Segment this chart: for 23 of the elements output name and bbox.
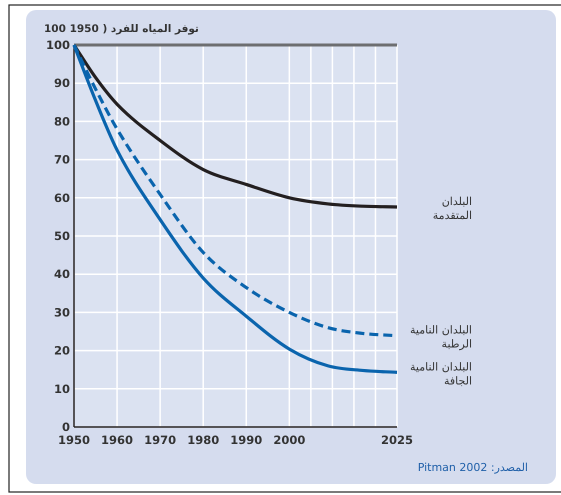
series-label: البلدان النامية الجافة [410,360,472,388]
x-tick-label: 1990 [230,433,262,447]
y-tick-label: 50 [54,229,70,243]
y-tick-label: 70 [54,152,70,167]
x-tick-label: 2000 [273,433,306,447]
series-label: البلدان النامية الرطبة [410,324,472,351]
y-tick-label: 100 [46,38,70,52]
x-tick-label: 1980 [187,433,220,447]
x-tick-label: 1970 [144,433,176,447]
text: البلدان المتقدمة [432,194,472,222]
y-tick-label: 80 [54,114,70,128]
y-tick-label: 0 [62,420,70,434]
y-tick-label: 60 [54,190,70,205]
y-tick-label: 30 [54,305,70,320]
y-axis-title: 100 1950 ) توفر المياه للفرد [44,23,199,35]
text: المصدر: Pitman 2002 [418,461,528,474]
y-tick-label: 90 [54,76,70,90]
x-tick-label: 1950 [58,433,90,447]
y-tick-label: 40 [54,267,70,282]
x-tick-label: 2025 [380,433,414,447]
y-tick-label: 10 [54,382,70,396]
x-tick-label: 1960 [101,433,134,447]
y-tick-label: 20 [54,344,70,358]
